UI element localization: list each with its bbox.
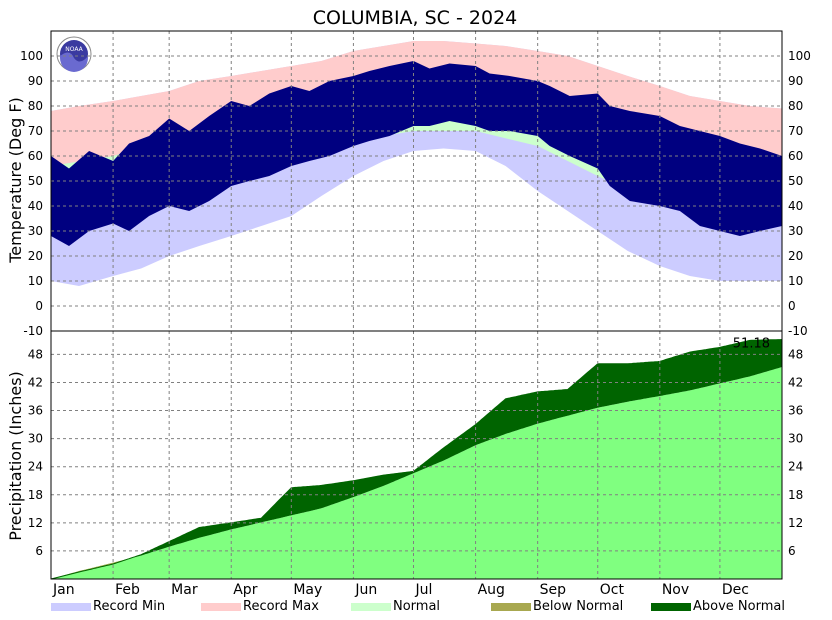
precipitation-tick-right: 42 — [788, 375, 803, 389]
month-label: Feb — [115, 582, 140, 598]
precipitation-tick-right: 6 — [788, 544, 796, 558]
temperature-tick-left: 10 — [28, 274, 43, 288]
temperature-tick-left: 100 — [20, 49, 43, 63]
temperature-tick-right: 80 — [788, 99, 803, 113]
temperature-tick-left: 50 — [28, 174, 43, 188]
precipitation-tick-right: 24 — [788, 460, 803, 474]
month-label: Jul — [414, 582, 432, 598]
legend-swatch — [51, 603, 91, 611]
legend-swatch — [491, 603, 531, 611]
observed-daily-range-area — [51, 61, 782, 246]
precipitation-tick-right: 12 — [788, 516, 803, 530]
legend-label: Below Normal — [533, 599, 623, 614]
grid-lines — [51, 31, 782, 579]
legend-label: Normal — [393, 599, 440, 614]
month-label: Apr — [233, 582, 257, 598]
temperature-tick-left: 80 — [28, 99, 43, 113]
temperature-tick-left: 30 — [28, 224, 43, 238]
precipitation-tick-right: 36 — [788, 404, 803, 418]
precipitation-tick-left: 24 — [28, 460, 43, 474]
temperature-tick-right: 50 — [788, 174, 803, 188]
precipitation-total-annotation: 51.18 — [733, 337, 770, 352]
month-label: Dec — [722, 582, 749, 598]
temperature-tick-right: 60 — [788, 149, 803, 163]
precipitation-tick-right: 18 — [788, 488, 803, 502]
temperature-tick-right: 20 — [788, 249, 803, 263]
temperature-tick-right: 40 — [788, 199, 803, 213]
month-label: Jun — [354, 582, 377, 598]
precipitation-tick-left: 12 — [28, 516, 43, 530]
above-normal-area — [51, 339, 782, 579]
x-axis: -10 -10 0 0 10 10 20 20 30 30 40 40 50 50 60 60 70 70 80 80… — [20, 49, 811, 598]
precipitation-tick-left: 42 — [28, 375, 43, 389]
temperature-tick-right: 30 — [788, 224, 803, 238]
precipitation-tick-left: 30 — [28, 432, 43, 446]
temperature-tick-left: -10 — [23, 324, 43, 338]
month-label: May — [293, 582, 322, 598]
temperature-tick-right: 0 — [788, 299, 796, 313]
temperature-tick-right: -10 — [788, 324, 808, 338]
temperature-tick-left: 40 — [28, 199, 43, 213]
noaa-logo-text: NOAA — [65, 46, 83, 53]
plot-frame — [50, 30, 783, 580]
record-max-area — [51, 41, 782, 166]
temperature-tick-right: 70 — [788, 124, 803, 138]
precipitation-tick-left: 18 — [28, 488, 43, 502]
temperature-y-label: Temperature (Deg F) — [6, 97, 25, 264]
temperature-tick-right: 90 — [788, 74, 803, 88]
temperature-tick-left: 70 — [28, 124, 43, 138]
temperature-tick-right: 100 — [788, 49, 811, 63]
month-label: Jan — [52, 582, 75, 598]
month-label: Nov — [662, 582, 689, 598]
legend-swatch — [651, 603, 691, 611]
temperature-tick-left: 0 — [35, 299, 43, 313]
legend-label: Record Min — [93, 599, 165, 614]
month-label: Aug — [478, 582, 505, 598]
month-label: Mar — [171, 582, 198, 598]
normal-precipitation-area — [51, 367, 782, 579]
month-label: Sep — [540, 582, 567, 598]
precipitation-tick-left: 6 — [35, 544, 43, 558]
precipitation-tick-right: 48 — [788, 347, 803, 361]
temperature-tick-left: 90 — [28, 74, 43, 88]
precipitation-y-label: Precipitation (Inches) — [6, 371, 25, 541]
precipitation-panel: 51.18 — [50, 331, 783, 580]
legend: Record Min Record Max Normal Below Normal Ab… — [51, 599, 785, 614]
precipitation-tick-left: 36 — [28, 404, 43, 418]
legend-swatch — [201, 603, 241, 611]
noaa-logo: NOAA — [56, 36, 92, 72]
legend-label: Record Max — [243, 599, 319, 614]
precipitation-tick-left: 48 — [28, 347, 43, 361]
temperature-tick-left: 60 — [28, 149, 43, 163]
legend-swatch — [351, 603, 391, 611]
legend-label: Above Normal — [693, 599, 785, 614]
month-label: Oct — [600, 582, 625, 598]
temperature-tick-right: 10 — [788, 274, 803, 288]
temperature-tick-left: 20 — [28, 249, 43, 263]
precipitation-tick-right: 30 — [788, 432, 803, 446]
chart-title: COLUMBIA, SC - 2024 — [313, 7, 518, 29]
